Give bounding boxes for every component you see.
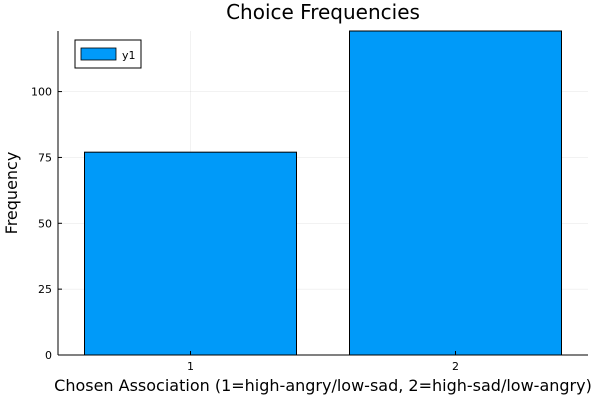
chart-title: Choice Frequencies xyxy=(226,0,420,24)
x-tick-label: 2 xyxy=(452,360,459,373)
y-tick-label: 50 xyxy=(38,217,52,230)
bar-2 xyxy=(349,30,562,356)
x-axis-label: Chosen Association (1=high-angry/low-sad… xyxy=(54,376,592,395)
y-tick-label: 25 xyxy=(38,283,52,296)
y-tick-label: 75 xyxy=(38,151,52,164)
legend-swatch-y1 xyxy=(80,47,117,61)
legend: y1 xyxy=(74,39,142,69)
y-tick-label: 100 xyxy=(31,86,52,99)
y-axis-label: Frequency xyxy=(2,152,21,235)
x-tick-label: 1 xyxy=(187,360,194,373)
tick-labels: 0 25 50 75 100 1 2 xyxy=(31,86,459,373)
bar-1 xyxy=(84,151,297,356)
axes xyxy=(57,31,588,356)
y-tick-label: 0 xyxy=(45,349,52,362)
legend-label-y1: y1 xyxy=(122,49,136,62)
bars xyxy=(84,30,562,356)
